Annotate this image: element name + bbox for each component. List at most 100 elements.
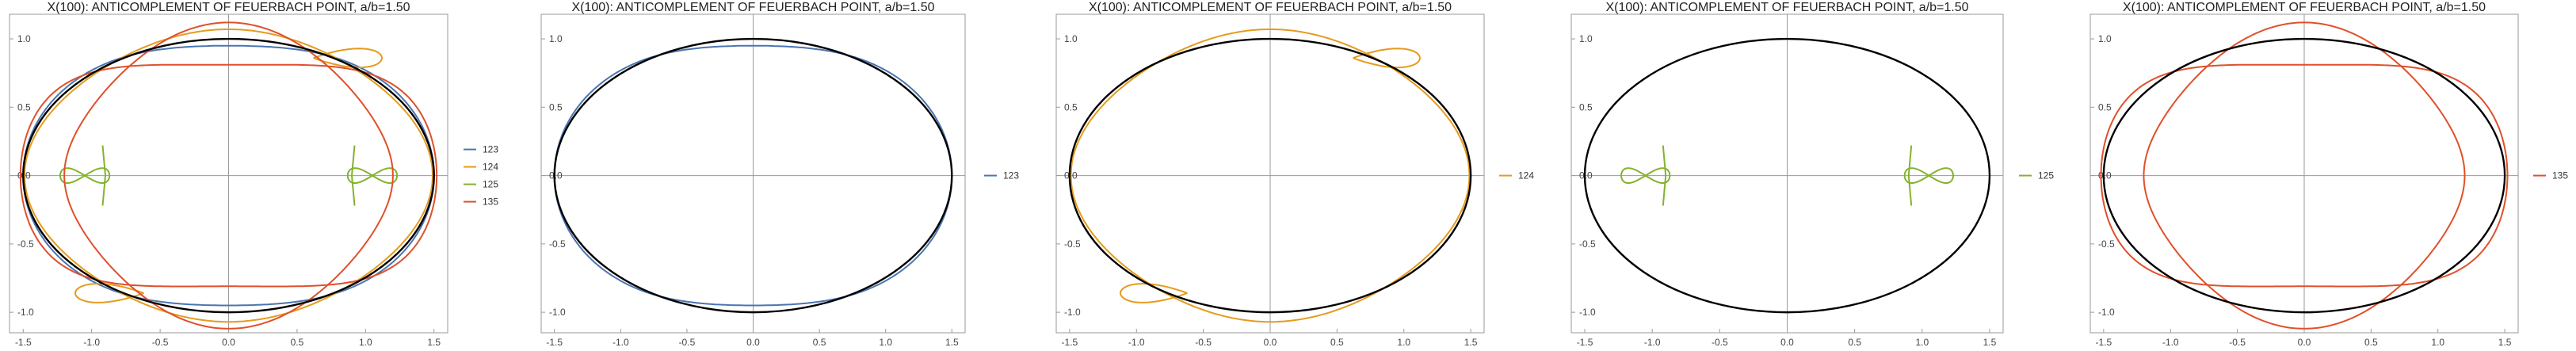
- series-124-curve: [1070, 29, 1471, 323]
- series-124-curve: [1353, 48, 1421, 69]
- chart-panel-2: -1.5 -1.0 -0.5 0.0 0.5 1.0 1.5 -1.0 -0.5 0.0 0.5 1.…: [540, 1, 1019, 348]
- reference-ellipse: [1583, 37, 1991, 314]
- plot-area: [19, 21, 438, 330]
- chart-panel-5: -1.5 -1.0 -0.5 0.0 0.5 1.0 1.5-1.0-0.50.00.51.…: [2089, 1, 2568, 348]
- y-tick-label: -1.0: [1064, 307, 1081, 318]
- x-tick-label: 1.0: [879, 337, 892, 348]
- legend-label-124: 124: [1518, 170, 1534, 181]
- chart-title: X(100): ANTICOMPLEMENT OF FEUERBACH POIN…: [2123, 1, 2486, 14]
- x-tick-label: 0.5: [1848, 337, 1861, 348]
- y-tick-label: 0.0: [549, 170, 563, 181]
- series-135-curve: [2100, 63, 2509, 288]
- series-124-curve: [24, 29, 433, 323]
- x-tick-label: -1.5: [15, 337, 32, 348]
- x-tick-label: -0.5: [1712, 337, 1728, 348]
- series-125-curve: [346, 167, 399, 184]
- x-tick-label: -1.0: [2162, 337, 2179, 348]
- x-tick-label: 0.5: [1330, 337, 1344, 348]
- chart-panel-3: -1.5 -1.0 -0.5 0.0 0.5 1.0 1.5-1.0-0.50.00.51.…: [1055, 1, 1534, 348]
- plot-area: [1583, 37, 1991, 314]
- legend-label-125: 125: [483, 179, 498, 190]
- chart-title: X(100): ANTICOMPLEMENT OF FEUERBACH POIN…: [571, 1, 934, 14]
- series-124-curve: [74, 283, 144, 303]
- y-tick-label: 1.0: [1064, 33, 1078, 44]
- legend-label-135: 135: [483, 196, 498, 208]
- x-tick-label: 1.0: [1915, 337, 1929, 348]
- plot-area: [2100, 21, 2509, 330]
- series-135-curve: [63, 21, 394, 330]
- x-tick-label: -1.5: [1577, 337, 1593, 348]
- legend-label-123: 123: [483, 144, 498, 155]
- y-tick-label: -0.5: [2098, 238, 2115, 250]
- chart-panel-1: -1.5 -1.0 -0.5 0.0 0.5 1.0 1.5-1.0-0.50.00.51.…: [9, 1, 498, 348]
- y-tick-label: -0.5: [1579, 238, 1596, 250]
- x-tick-label: -1.5: [1062, 337, 1078, 348]
- plot-area: [553, 37, 953, 314]
- y-tick-label: 0.5: [2098, 101, 2112, 113]
- series-125-curve: [1907, 145, 1913, 206]
- x-tick-label: -1.0: [613, 337, 629, 348]
- x-tick-label: 1.5: [1464, 337, 1478, 348]
- legend-label-124: 124: [483, 162, 498, 173]
- reference-ellipse: [553, 37, 953, 314]
- x-tick-label: 0.0: [1264, 337, 1277, 348]
- x-tick-label: 0.5: [291, 337, 304, 348]
- y-tick-label: 1.0: [17, 33, 31, 44]
- chart-title: X(100): ANTICOMPLEMENT OF FEUERBACH POIN…: [1605, 1, 1968, 14]
- y-tick-label: 0.5: [1579, 101, 1593, 113]
- series-125-curve: [1662, 145, 1667, 206]
- x-tick-label: -0.5: [2229, 337, 2246, 348]
- series-125-curve: [101, 145, 106, 206]
- x-tick-label: 0.5: [2364, 337, 2378, 348]
- plot-area: [1068, 29, 1472, 323]
- x-tick-label: -1.0: [1644, 337, 1661, 348]
- x-tick-label: 1.0: [2431, 337, 2444, 348]
- x-tick-label: -1.5: [546, 337, 563, 348]
- y-tick-label: 1.0: [2098, 33, 2112, 44]
- y-tick-label: 0.5: [549, 101, 563, 113]
- y-tick-label: -1.0: [17, 307, 34, 318]
- series-135-curve: [2143, 21, 2466, 330]
- series-135-curve: [19, 63, 438, 288]
- x-tick-label: 0.0: [746, 337, 760, 348]
- x-tick-label: 1.5: [2498, 337, 2512, 348]
- x-tick-label: -0.5: [152, 337, 169, 348]
- y-tick-label: -0.5: [1064, 238, 1081, 250]
- y-tick-label: 0.0: [1579, 170, 1593, 181]
- legend-label-125: 125: [2038, 170, 2054, 181]
- x-tick-label: 1.5: [1983, 337, 1997, 348]
- series-124-curve: [1120, 283, 1188, 303]
- x-tick-label: 1.5: [945, 337, 959, 348]
- y-tick-label: 1.0: [1579, 33, 1593, 44]
- x-tick-label: 1.5: [427, 337, 441, 348]
- reference-ellipse: [2102, 37, 2506, 314]
- series-125-curve: [1620, 167, 1671, 184]
- chart-panel-4: -1.5 -1.0 -0.5 0.0 0.5 1.0 1.5 -1.0 -0.5 0.0 0.5 1.…: [1570, 1, 2054, 348]
- series-124-curve: [313, 48, 384, 69]
- x-tick-label: -0.5: [1195, 337, 1212, 348]
- y-tick-label: -1.0: [1579, 307, 1596, 318]
- x-tick-label: 1.0: [1397, 337, 1410, 348]
- x-tick-label: 0.0: [1780, 337, 1794, 348]
- x-tick-label: 0.0: [222, 337, 235, 348]
- y-tick-label: -0.5: [549, 238, 566, 250]
- y-tick-label: 1.0: [549, 33, 563, 44]
- reference-ellipse: [22, 37, 435, 314]
- y-tick-label: -1.0: [2098, 307, 2115, 318]
- x-tick-label: 0.0: [2298, 337, 2311, 348]
- x-tick-label: -1.0: [1128, 337, 1145, 348]
- y-tick-label: 0.5: [17, 101, 31, 113]
- legend-label-123: 123: [1003, 170, 1019, 181]
- y-tick-label: -1.0: [549, 307, 566, 318]
- x-tick-label: 0.5: [813, 337, 826, 348]
- x-tick-label: -0.5: [679, 337, 696, 348]
- legend-label-135: 135: [2552, 170, 2568, 181]
- chart-title: X(100): ANTICOMPLEMENT OF FEUERBACH POIN…: [47, 1, 410, 14]
- y-tick-label: -0.5: [17, 238, 34, 250]
- x-tick-label: 1.0: [359, 337, 372, 348]
- series-125-curve: [1903, 167, 1954, 184]
- y-tick-label: 0.5: [1064, 101, 1078, 113]
- x-tick-label: -1.0: [83, 337, 100, 348]
- reference-ellipse: [1068, 37, 1472, 314]
